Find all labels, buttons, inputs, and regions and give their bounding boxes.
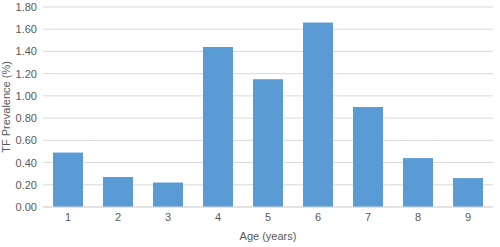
- x-tick-label: 9: [465, 211, 471, 223]
- bar: [203, 47, 233, 207]
- y-axis-title: TF Prevalence (%): [0, 61, 12, 153]
- y-tick-label: 1.00: [16, 90, 37, 102]
- grid-line: [43, 29, 493, 30]
- grid-line: [43, 207, 493, 208]
- x-tick-label: 5: [265, 211, 271, 223]
- y-tick-label: 0.00: [16, 201, 37, 213]
- bar: [53, 153, 83, 207]
- chart-container: 0.00 0.20 0.40 0.60 0.80 1.00 1.20 1.40 1.60 1.80…: [0, 0, 500, 247]
- bar: [303, 23, 333, 207]
- x-tick-label: 8: [415, 211, 421, 223]
- bar: [453, 178, 483, 207]
- x-tick-label: 3: [165, 211, 171, 223]
- grid-line: [43, 73, 493, 74]
- x-tick-label: 4: [215, 211, 221, 223]
- y-tick-label: 1.60: [16, 23, 37, 35]
- x-axis-line: [43, 207, 493, 208]
- bar: [353, 107, 383, 207]
- y-tick-label: 0.40: [16, 157, 37, 169]
- grid-line: [43, 7, 493, 8]
- y-tick-label: 0.60: [16, 134, 37, 146]
- y-tick-label: 0.20: [16, 179, 37, 191]
- x-tick-label: 7: [365, 211, 371, 223]
- y-tick-label: 1.20: [16, 68, 37, 80]
- x-tick-label: 6: [315, 211, 321, 223]
- bar: [253, 79, 283, 207]
- bars: [53, 23, 483, 207]
- y-tick-label: 1.40: [16, 45, 37, 57]
- x-axis-title: Age (years): [240, 230, 297, 242]
- bar: [403, 158, 433, 207]
- chart-svg: 0.00 0.20 0.40 0.60 0.80 1.00 1.20 1.40 1.60 1.80…: [0, 0, 500, 247]
- bar: [153, 183, 183, 207]
- y-tick-label: 0.80: [16, 112, 37, 124]
- grid-line: [43, 51, 493, 52]
- bar: [103, 177, 133, 207]
- x-tick-label: 2: [115, 211, 121, 223]
- x-tick-label: 1: [65, 211, 71, 223]
- y-tick-label: 1.80: [16, 1, 37, 13]
